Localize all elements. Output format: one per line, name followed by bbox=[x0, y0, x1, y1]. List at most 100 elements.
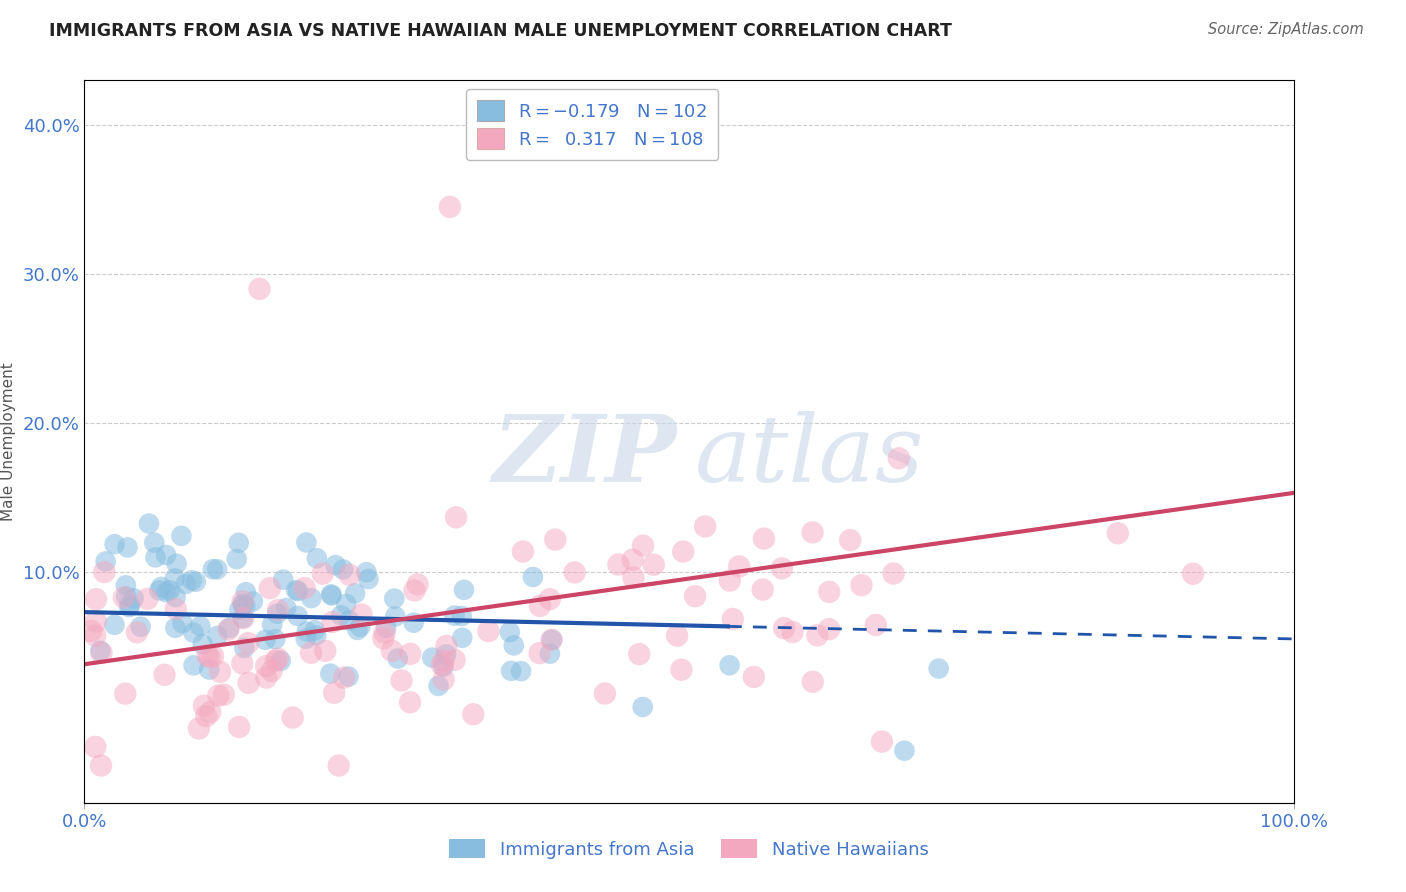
Point bbox=[683, 589, 706, 603]
Point bbox=[299, 591, 322, 606]
Point bbox=[84, 629, 107, 643]
Point bbox=[346, 623, 368, 637]
Point bbox=[887, 451, 910, 466]
Point bbox=[238, 636, 260, 650]
Point bbox=[125, 625, 148, 640]
Point bbox=[207, 629, 229, 643]
Point bbox=[242, 594, 264, 608]
Point bbox=[218, 621, 240, 635]
Point bbox=[443, 653, 465, 667]
Point bbox=[453, 582, 475, 597]
Point bbox=[264, 632, 287, 647]
Point bbox=[112, 591, 135, 605]
Point bbox=[375, 621, 398, 635]
Point bbox=[818, 622, 841, 636]
Point bbox=[883, 566, 905, 581]
Point bbox=[264, 654, 287, 668]
Point bbox=[166, 557, 188, 571]
Point bbox=[529, 646, 551, 660]
Point bbox=[335, 597, 357, 611]
Point bbox=[427, 679, 450, 693]
Point bbox=[287, 584, 309, 599]
Point bbox=[314, 644, 336, 658]
Point bbox=[197, 648, 219, 663]
Point bbox=[165, 621, 187, 635]
Point bbox=[328, 758, 350, 772]
Point bbox=[188, 619, 211, 633]
Point bbox=[232, 611, 254, 625]
Point bbox=[752, 532, 775, 546]
Point bbox=[782, 625, 804, 640]
Point bbox=[294, 632, 316, 646]
Point bbox=[191, 637, 214, 651]
Point bbox=[165, 602, 187, 616]
Point bbox=[155, 548, 177, 562]
Point bbox=[718, 658, 741, 673]
Point bbox=[148, 583, 170, 598]
Point bbox=[865, 618, 887, 632]
Point bbox=[93, 565, 115, 579]
Point bbox=[287, 608, 309, 623]
Point bbox=[399, 647, 422, 661]
Point bbox=[122, 591, 145, 606]
Point bbox=[463, 707, 485, 722]
Point bbox=[90, 758, 112, 772]
Point bbox=[357, 572, 380, 586]
Point bbox=[382, 591, 405, 606]
Point bbox=[117, 541, 139, 555]
Point bbox=[432, 659, 454, 673]
Point bbox=[406, 577, 429, 591]
Point bbox=[114, 687, 136, 701]
Point bbox=[238, 676, 260, 690]
Point bbox=[444, 510, 467, 524]
Point bbox=[202, 649, 225, 664]
Point bbox=[430, 658, 453, 673]
Point bbox=[260, 664, 283, 678]
Point bbox=[183, 625, 205, 640]
Point bbox=[666, 629, 689, 643]
Point bbox=[387, 651, 409, 665]
Point bbox=[118, 600, 141, 615]
Point bbox=[262, 617, 284, 632]
Point bbox=[143, 535, 166, 549]
Point bbox=[728, 559, 751, 574]
Point bbox=[333, 671, 356, 685]
Point bbox=[928, 662, 950, 676]
Point bbox=[538, 647, 561, 661]
Point bbox=[270, 654, 292, 668]
Point bbox=[90, 646, 112, 660]
Point bbox=[281, 710, 304, 724]
Point bbox=[1107, 526, 1129, 541]
Point bbox=[104, 537, 127, 551]
Point bbox=[183, 658, 205, 673]
Point bbox=[94, 554, 117, 568]
Point bbox=[332, 562, 354, 576]
Point bbox=[170, 529, 193, 543]
Point bbox=[201, 562, 224, 576]
Point bbox=[198, 663, 221, 677]
Point bbox=[198, 650, 221, 665]
Point bbox=[721, 612, 744, 626]
Point bbox=[231, 657, 253, 671]
Point bbox=[450, 609, 472, 624]
Point bbox=[529, 599, 551, 613]
Point bbox=[391, 673, 413, 688]
Point bbox=[399, 695, 422, 709]
Point bbox=[84, 739, 107, 754]
Point bbox=[193, 698, 215, 713]
Point bbox=[671, 663, 693, 677]
Point bbox=[323, 686, 346, 700]
Point bbox=[510, 664, 533, 678]
Point bbox=[540, 632, 562, 647]
Point bbox=[235, 585, 257, 599]
Point bbox=[295, 535, 318, 549]
Point bbox=[801, 525, 824, 540]
Point bbox=[339, 567, 361, 582]
Point bbox=[254, 632, 277, 647]
Text: Source: ZipAtlas.com: Source: ZipAtlas.com bbox=[1208, 22, 1364, 37]
Point bbox=[356, 566, 378, 580]
Point bbox=[643, 558, 665, 572]
Point bbox=[312, 566, 335, 581]
Point bbox=[337, 614, 360, 628]
Point bbox=[631, 539, 654, 553]
